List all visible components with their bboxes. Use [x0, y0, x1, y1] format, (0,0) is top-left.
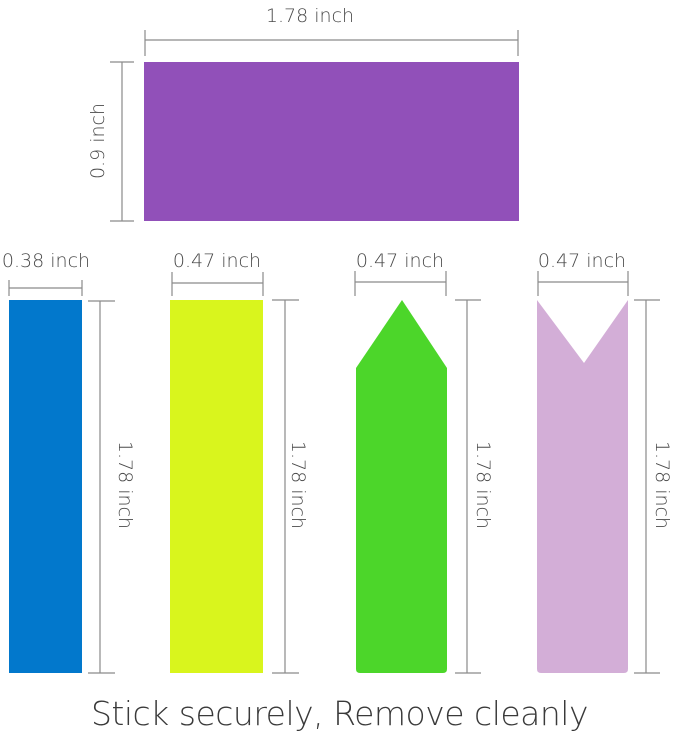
purple-width-label: 1.78 inch — [266, 5, 354, 27]
purple-width-dimension — [144, 30, 519, 56]
pink-notched-tab — [537, 300, 628, 673]
blue-width-label: 0.38 inch — [2, 250, 90, 272]
purple-height-label: 0.9 inch — [87, 103, 109, 179]
pink-width-dimension — [537, 271, 629, 296]
green-height-dimension — [455, 299, 481, 674]
yellow-width-dimension — [171, 272, 264, 296]
yellow-height-label: 1.78 inch — [287, 441, 309, 529]
green-arrow-tab — [356, 300, 447, 673]
blue-height-label: 1.78 inch — [114, 441, 136, 529]
yellow-tab — [170, 300, 263, 673]
yellow-height-dimension — [272, 299, 299, 674]
pink-height-label: 1.78 inch — [651, 441, 673, 529]
blue-tab — [9, 300, 82, 673]
purple-tab — [144, 62, 519, 221]
green-width-label: 0.47 inch — [356, 250, 444, 272]
green-height-label: 1.78 inch — [472, 441, 494, 529]
purple-height-dimension — [110, 61, 134, 222]
blue-height-dimension — [88, 300, 115, 674]
yellow-width-label: 0.47 inch — [173, 250, 261, 272]
green-width-dimension — [354, 271, 447, 296]
blue-width-dimension — [8, 280, 83, 296]
pink-height-dimension — [634, 299, 660, 674]
pink-width-label: 0.47 inch — [538, 250, 626, 272]
caption: Stick securely, Remove cleanly — [90, 694, 589, 733]
